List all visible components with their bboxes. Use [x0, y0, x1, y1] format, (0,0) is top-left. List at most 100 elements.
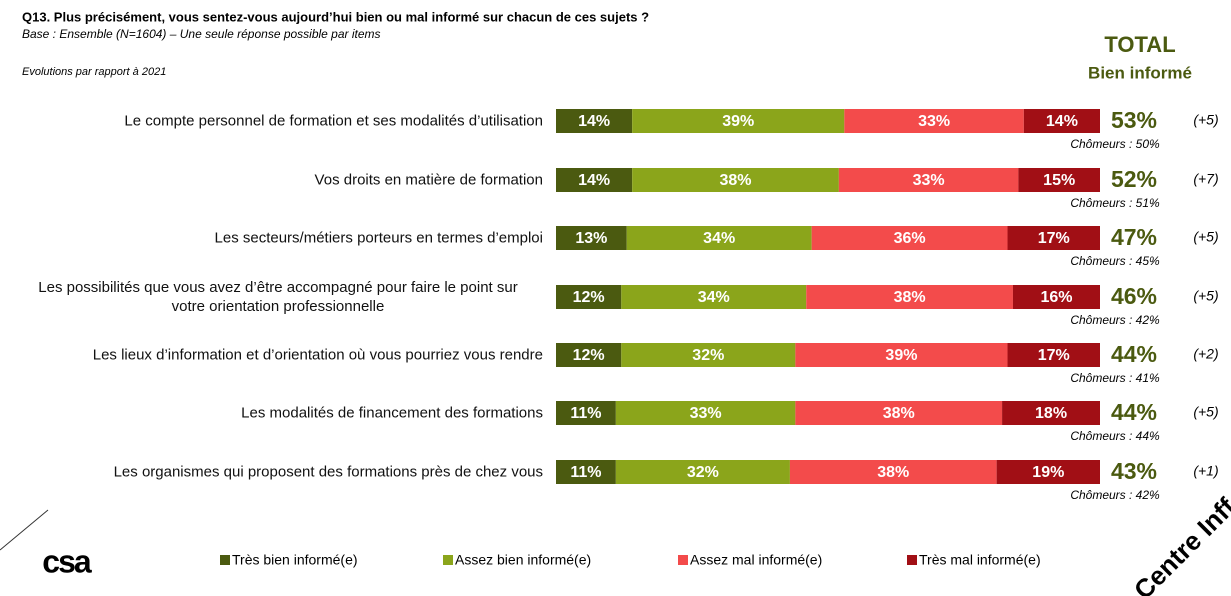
legend-swatch [907, 555, 917, 565]
category-label: Les secteurs/métiers porteurs en termes … [214, 229, 543, 247]
chomeurs-label: Chômeurs : 51% [1070, 196, 1160, 210]
total-label: 43% [1111, 458, 1157, 484]
chomeurs-label: Chômeurs : 44% [1070, 429, 1160, 443]
data-label: 16% [1040, 289, 1072, 306]
bar-segment [556, 401, 616, 425]
legend-label: Très bien informé(e) [232, 552, 358, 568]
total-label: 44% [1111, 399, 1157, 425]
bar-segment [632, 109, 845, 133]
bar-segment [556, 168, 633, 192]
data-label: 19% [1032, 464, 1064, 481]
evolution-label: (+5) [1193, 229, 1218, 245]
data-label: 17% [1038, 347, 1070, 364]
bar-segment [795, 343, 1008, 367]
bar-segment [556, 343, 622, 367]
bar-segment [806, 285, 1013, 309]
category-label: Les organismes qui proposent des formati… [113, 463, 543, 481]
bar-segment [615, 401, 796, 425]
chomeurs-label: Chômeurs : 42% [1070, 313, 1160, 327]
legend-swatch [220, 555, 230, 565]
chart-title: Q13. Plus précisément, vous sentez-vous … [22, 9, 649, 24]
data-label: 12% [573, 347, 605, 364]
data-label: 34% [698, 289, 730, 306]
data-label: 18% [1035, 405, 1067, 422]
legend-label: Assez mal informé(e) [690, 552, 822, 568]
bar-segment [615, 460, 790, 484]
data-label: 38% [894, 289, 926, 306]
data-label: 14% [578, 113, 610, 130]
bar-segment [1012, 285, 1100, 309]
total-label: 46% [1111, 283, 1157, 309]
data-label: 33% [918, 113, 950, 130]
data-label: 15% [1043, 172, 1075, 189]
total-label: 52% [1111, 166, 1157, 192]
total-title: TOTAL [1104, 32, 1175, 57]
bar-segment [795, 401, 1003, 425]
data-label: 32% [687, 464, 719, 481]
bar-segment [626, 226, 812, 250]
total-subtitle: Bien informé [1088, 63, 1192, 82]
bar-segment [1018, 168, 1100, 192]
total-label: 47% [1111, 224, 1157, 250]
bar-segment [996, 460, 1100, 484]
watermark: Centre Inff [1128, 492, 1231, 596]
bar-segment [621, 343, 796, 367]
data-label: 38% [883, 405, 915, 422]
bar-segment [789, 460, 997, 484]
data-label: 13% [575, 230, 607, 247]
legend-label: Assez bien informé(e) [455, 552, 591, 568]
legend-swatch [678, 555, 688, 565]
data-label: 39% [722, 113, 754, 130]
category-label: Les modalités de financement des formati… [241, 404, 543, 422]
total-label: 44% [1111, 341, 1157, 367]
data-label: 36% [894, 230, 926, 247]
data-label: 38% [877, 464, 909, 481]
bar-segment [1023, 109, 1100, 133]
data-label: 14% [1046, 113, 1078, 130]
evolution-label: (+5) [1193, 112, 1218, 128]
bar-segment [556, 226, 627, 250]
bar-segment [844, 109, 1024, 133]
chomeurs-label: Chômeurs : 50% [1070, 137, 1160, 151]
bar-segment [632, 168, 839, 192]
bar-segment [1002, 401, 1100, 425]
bar-segment [1007, 226, 1100, 250]
category-label: Les lieux d’information et d’orientation… [92, 346, 543, 364]
bar-segment [556, 460, 616, 484]
bar-segment [838, 168, 1019, 192]
category-label: Le compte personnel de formation et ses … [124, 112, 543, 130]
decor-line [0, 509, 49, 551]
note: Evolutions par rapport à 2021 [22, 66, 166, 78]
chomeurs-label: Chômeurs : 42% [1070, 488, 1160, 502]
data-label: 17% [1038, 230, 1070, 247]
bar-segment [556, 285, 622, 309]
data-label: 34% [703, 230, 735, 247]
evolution-label: (+5) [1193, 404, 1218, 420]
data-label: 12% [573, 289, 605, 306]
evolution-label: (+5) [1193, 288, 1218, 304]
legend-swatch [443, 555, 453, 565]
data-label: 33% [913, 172, 945, 189]
category-label: Vos droits en matière de formation [314, 171, 543, 189]
data-label: 33% [690, 405, 722, 422]
bar-segment [556, 109, 633, 133]
bar-segment [1007, 343, 1100, 367]
data-label: 11% [570, 464, 601, 481]
bar-segment [621, 285, 807, 309]
data-label: 38% [720, 172, 752, 189]
evolution-label: (+7) [1193, 171, 1218, 187]
subtitle: Base : Ensemble (N=1604) – Une seule rép… [22, 27, 381, 41]
total-label: 53% [1111, 107, 1157, 133]
data-label: 14% [578, 172, 610, 189]
data-label: 32% [692, 347, 724, 364]
chomeurs-label: Chômeurs : 45% [1070, 254, 1160, 268]
bar-segment [811, 226, 1008, 250]
logo: csa [42, 543, 92, 579]
evolution-label: (+1) [1193, 463, 1218, 479]
legend-label: Très mal informé(e) [919, 552, 1041, 568]
data-label: 39% [885, 347, 917, 364]
chomeurs-label: Chômeurs : 41% [1070, 371, 1160, 385]
category-label: Les possibilités que vous avez d’être ac… [38, 279, 518, 315]
